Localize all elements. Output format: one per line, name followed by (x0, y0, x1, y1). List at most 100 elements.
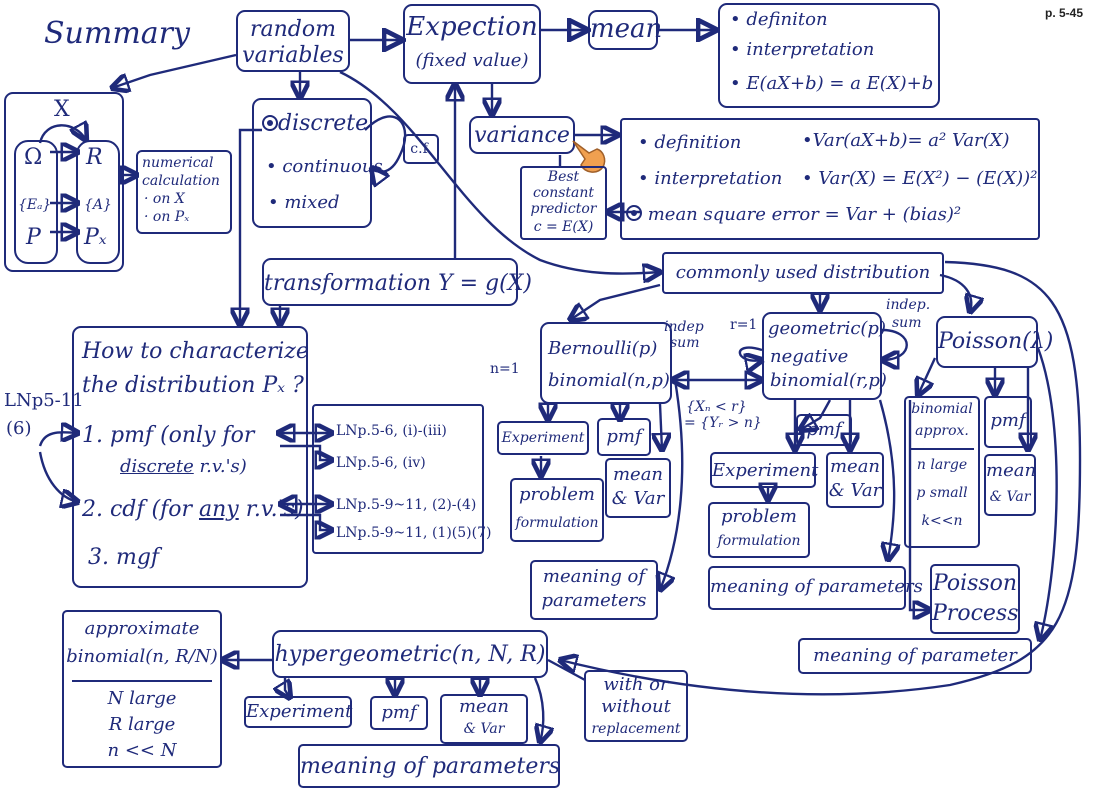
poisson-process-box: Poisson Process (930, 564, 1020, 634)
geometric-experiment-label: Experiment (712, 460, 819, 481)
binomial-approx-box: binomial approx. n large p small k<<n (904, 396, 980, 548)
omega-bracket (14, 140, 58, 264)
geometric-indep: indep. (886, 297, 931, 313)
mean-label: mean (590, 14, 663, 44)
geometric-var-label: & Var (828, 480, 882, 501)
hyper-var-label: & Var (463, 721, 505, 737)
approx-binomial-l5: n << N (107, 740, 177, 761)
variance-mse: mean square error = Var + (bias)² (626, 204, 961, 225)
binomial-problem-box: problem formulation (510, 478, 604, 542)
page-title: Summary (44, 16, 190, 51)
probability-space-box: X Ω {Eₐ} P R {A} Pₓ (4, 92, 124, 272)
best-l1: Best (547, 169, 580, 185)
type-discrete: discrete (262, 112, 368, 135)
approx-binomial-divider (72, 680, 212, 682)
poisson-var-label: & Var (989, 489, 1031, 505)
geometric-problem-l2: formulation (717, 533, 801, 549)
cf-label: c.f. (410, 141, 432, 157)
characterize-cdf: 2. cdf (for any r.v.'s) (82, 498, 304, 521)
characterize-l1: How to characterize (82, 339, 309, 364)
variance-label: variance (474, 123, 570, 148)
binomial-meaning-l1: meaning of (542, 566, 646, 587)
geometric-meaning-label: meaning of parameters (710, 576, 923, 597)
lnp-side-l1: LNp5-11 (4, 390, 84, 411)
best-predictor-box: Best constant predictor c = E(X) (520, 166, 607, 240)
variance-properties-box: • definition • interpretation mean squar… (620, 118, 1040, 240)
numerical-l1: numerical (142, 155, 214, 171)
bernoulli-binomial-box: Bernoulli(p) binomial(n,p) (540, 322, 672, 404)
hyper-meaning-box: meaning of parameters (298, 744, 560, 788)
mean-interpretation: • interpretation (730, 39, 875, 60)
a-symbol: {A} (84, 197, 112, 213)
geometric-meaning-box: meaning of parameters (708, 566, 923, 610)
numerical-l2: calculation (142, 173, 220, 189)
geometric-meanvar-box: mean & Var (826, 452, 884, 508)
approx-l5: k<<n (921, 513, 963, 529)
approx-binomial-l4: R large (108, 714, 176, 735)
poisson-pmf-label: pmf (990, 410, 1026, 431)
px-symbol: Pₓ (84, 225, 107, 250)
characterize-mgf: 3. mgf (88, 545, 160, 570)
mean-definition: • definiton (730, 9, 828, 30)
characterize-box: How to characterize the distribution Pₓ … (72, 326, 309, 588)
page-number: p. 5-45 (1044, 6, 1083, 20)
binomial-meaning-l2: parameters (541, 590, 647, 611)
numerical-l3: · on X (144, 191, 185, 207)
approx-divider (910, 448, 974, 450)
bernoulli-label: Bernoulli(p) (548, 338, 658, 359)
events-symbol: {Eₐ} (18, 197, 52, 213)
geometric-pmf-label: pmf (806, 419, 842, 440)
best-l3: predictor (530, 201, 597, 217)
binomial-problem-l1: problem (519, 484, 595, 505)
pmf-rvs: r.v.'s) (193, 456, 247, 477)
geometric-mean-label: mean (829, 456, 881, 477)
expectation-subtitle: (fixed value) (415, 50, 529, 71)
p-symbol: P (26, 225, 41, 250)
mse-label: mean square error = Var + (bias)² (647, 204, 962, 225)
poisson-meaning-box: meaning of parameter (798, 638, 1032, 674)
numerical-l4: · on Pₓ (144, 209, 190, 225)
hyper-experiment-label: Experiment (246, 701, 353, 722)
best-l2: constant (532, 185, 595, 201)
best-l4: c = E(X) (533, 219, 594, 235)
common-distributions-label: commonly used distribution (675, 262, 931, 283)
variance-box: variance (469, 116, 575, 154)
bernoulli-sum: sum (670, 335, 700, 351)
range-bracket (76, 140, 120, 264)
type-mixed: • mixed (268, 192, 340, 213)
mean-box: mean (588, 10, 663, 50)
binomial-problem-l2: formulation (515, 515, 599, 531)
lnp-ref-1: LNp.5-6, (i)-(iii) (336, 423, 447, 439)
omega-symbol: Ω (24, 145, 43, 170)
poisson-box: Poisson(λ) (936, 316, 1054, 368)
geometric-experiment-box: Experiment (710, 452, 819, 488)
geometric-problem-l1: problem (721, 506, 797, 527)
binomial-experiment-box: Experiment (497, 421, 589, 455)
hyper-meanvar-box: mean & Var (440, 694, 528, 744)
cdf-text: 2. cdf (for (82, 497, 200, 522)
x-mapping-label: X (54, 97, 70, 122)
replacement-box: with or without replacement (584, 670, 688, 742)
binomial-mean-label: mean (612, 464, 664, 485)
poisson-label: Poisson(λ) (938, 329, 1054, 354)
hyper-pmf-box: pmf (370, 696, 428, 730)
hypergeometric-box: hypergeometric(n, N, R) (272, 630, 548, 678)
numerical-calculation-box: numerical calculation · on X · on Pₓ (136, 150, 232, 234)
approx-binomial-l2: binomial(n, R/N) (66, 646, 218, 667)
approx-l1: binomial (911, 401, 973, 417)
binomial-meanvar-box: mean & Var (605, 458, 671, 518)
poisson-meanvar-box: mean & Var (984, 454, 1036, 516)
replacement-l3: replacement (591, 721, 681, 737)
hyper-mean-label: mean (458, 696, 510, 717)
variance-formula: • Var(X) = E(X²) − (E(X))² (802, 168, 1038, 189)
poisson-mean-label: mean (986, 460, 1037, 481)
transformation-label: transformation Y = g(X) (264, 271, 532, 296)
xn-relation-l2: = {Yᵣ > n} (684, 415, 762, 431)
replacement-l1: with or (603, 674, 669, 695)
characterize-pmf: 1. pmf (only for (82, 424, 254, 447)
hyper-pmf-label: pmf (381, 702, 417, 723)
r-equals-1: r=1 (730, 317, 758, 333)
type-continuous: • continuous (266, 156, 383, 177)
binomial-var-label: & Var (611, 488, 665, 509)
